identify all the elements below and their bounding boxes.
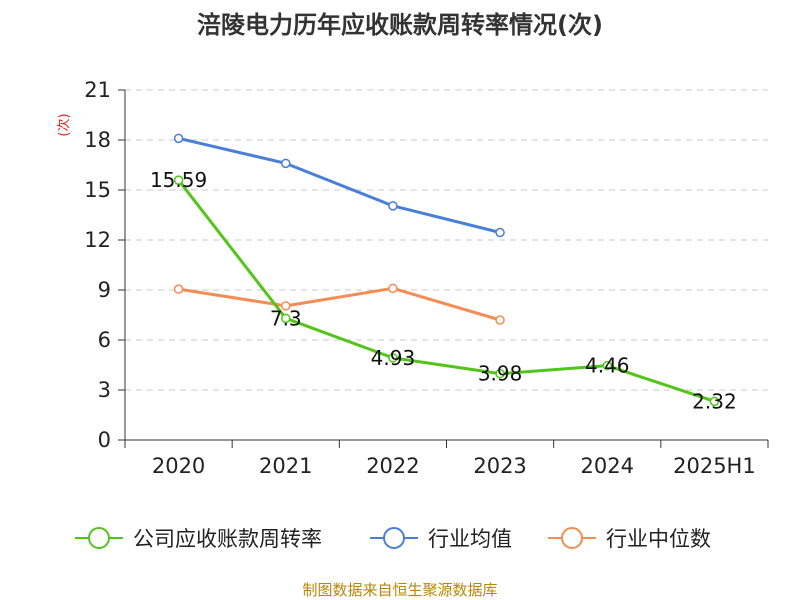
y-axis-label: (次) — [56, 113, 72, 136]
data-point — [281, 313, 291, 324]
legend-label: 行业中位数 — [606, 527, 711, 551]
series-line-2 — [178, 286, 501, 322]
legend-marker — [383, 527, 405, 549]
data-labels: 15.59 7.3 4.93 3.98 4.46 2.32 — [150, 168, 737, 413]
x-tick-label: 2023 — [473, 454, 526, 478]
data-point — [173, 133, 184, 144]
legend-marker — [561, 527, 583, 549]
x-tick-label: 2025H1 — [673, 454, 756, 478]
legend-label: 行业均值 — [428, 527, 512, 551]
x-tick-label: 2022 — [366, 454, 419, 478]
data-label: 15.59 — [150, 168, 207, 192]
y-tick-label: 6 — [98, 328, 111, 352]
series-line-0 — [177, 179, 715, 403]
data-point — [495, 315, 505, 325]
legend-label: 公司应收账款周转率 — [133, 527, 322, 551]
y-tick-label: 3 — [98, 378, 111, 402]
data-point — [495, 368, 505, 379]
y-tick-label: 15 — [84, 178, 111, 202]
data-point — [281, 301, 291, 311]
data-point — [388, 353, 398, 363]
source-note: 制图数据来自恒生聚源数据库 — [302, 581, 497, 599]
axes: 0 3 6 9 12 15 18 21 2020 2021 2022 2023 2024 2025H1 — [84, 78, 769, 478]
data-point — [709, 396, 720, 407]
grid — [125, 89, 768, 391]
data-point — [388, 283, 398, 294]
data-point — [388, 201, 398, 211]
data-label: 7.3 — [270, 306, 302, 330]
series — [173, 133, 720, 407]
y-tick-label: 9 — [98, 278, 111, 302]
data-point — [602, 360, 612, 371]
data-point — [173, 284, 184, 294]
x-tick-label: 2024 — [581, 454, 634, 478]
data-label: 3.98 — [478, 362, 523, 386]
x-tick-label: 2020 — [152, 454, 205, 478]
data-point — [495, 227, 505, 238]
chart-title: 涪陵电力历年应收账款周转率情况(次) — [197, 11, 603, 39]
series-line-1 — [178, 136, 501, 234]
y-tick-label: 21 — [84, 78, 111, 102]
data-label: 2.32 — [692, 389, 737, 413]
legend-marker — [88, 527, 110, 549]
y-tick-label: 18 — [84, 128, 111, 152]
y-tick-label: 0 — [98, 428, 111, 452]
y-tick-label: 12 — [84, 228, 111, 252]
x-tick-label: 2021 — [259, 454, 312, 478]
data-label: 4.46 — [585, 354, 630, 378]
data-point — [173, 175, 184, 185]
legend: 公司应收账款周转率 行业均值 行业中位数 — [75, 527, 711, 551]
data-point — [281, 158, 291, 169]
data-label: 4.93 — [371, 346, 416, 370]
